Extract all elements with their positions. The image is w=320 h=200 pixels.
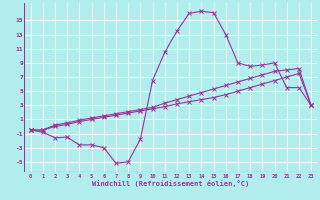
X-axis label: Windchill (Refroidissement éolien,°C): Windchill (Refroidissement éolien,°C) (92, 180, 250, 187)
